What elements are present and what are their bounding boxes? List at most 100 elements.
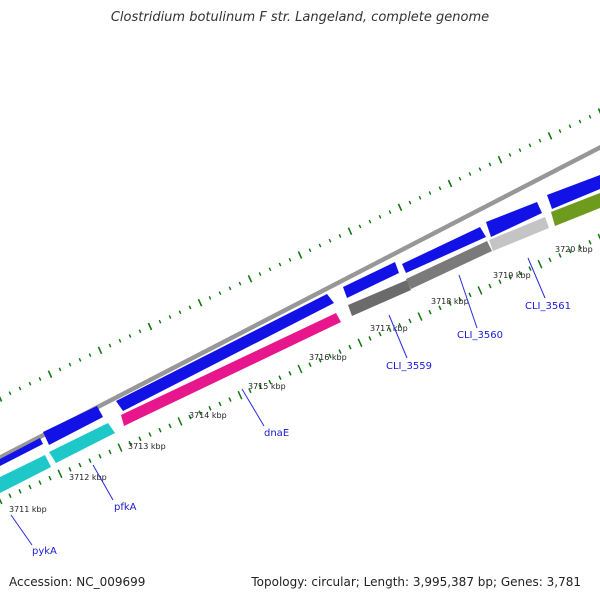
outer-tick [397,203,403,212]
outer-tick [18,386,22,391]
gene-label-pfkA[interactable]: pfkA [114,502,137,513]
inner-tick [98,454,102,459]
inner-tick [388,327,392,333]
feature-outer-7[interactable] [547,175,600,209]
leader-pykA [10,514,33,546]
feature-next-green[interactable] [551,193,600,226]
gene-label-dnaE[interactable]: dnaE [264,428,289,439]
inner-tick [208,405,212,411]
kbp-label: 3713 kbp [128,442,166,451]
outer-tick [538,138,542,143]
outer-tick [547,132,553,140]
outer-tick [468,172,472,176]
inner-tick [28,484,32,490]
inner-scale-ticks [0,233,600,505]
outer-tick [558,129,562,133]
inner-feature-track [0,193,600,493]
inner-tick [88,458,92,464]
outer-tick [138,329,142,334]
outer-tick [347,227,353,235]
inner-tick [378,331,382,337]
inner-tick [228,397,232,402]
feature-outer-1[interactable] [0,438,43,466]
outer-tick [178,310,182,315]
outer-tick [358,224,362,229]
outer-tick [78,357,82,362]
kbp-label: 3716 kbp [309,353,347,362]
feature-dnaE[interactable] [121,313,341,426]
outer-tick [268,267,272,272]
leader-CLI_3560 [458,274,478,329]
feature-CLI_3559[interactable] [348,280,411,316]
kbp-label: 3719 kbp [493,271,531,280]
inner-tick [268,379,272,385]
outer-tick [578,119,582,124]
feature-CLI_3561[interactable] [489,217,549,251]
inner-tick [558,253,562,258]
feature-outer-3[interactable] [116,294,334,411]
inner-tick [258,384,262,389]
inner-tick [117,443,123,452]
inner-tick [448,301,452,306]
inner-tick [218,401,222,407]
outer-tick [288,257,292,262]
outer-tick [508,153,512,157]
kbp-label: 3718 kbp [431,297,469,306]
gene-label-pykA[interactable]: pykA [32,546,57,557]
genome-backbone [0,145,600,460]
accession-text: Accession: NC_009699 [9,575,146,589]
inner-tick [528,266,532,271]
inner-tick [308,362,312,367]
outer-tick [28,381,32,386]
kbp-label: 3712 kbp [69,473,107,482]
feature-CLI_3560[interactable] [406,241,492,289]
feature-outer-6[interactable] [486,202,542,237]
outer-tick [97,346,103,355]
inner-tick [318,357,322,363]
inner-tick [128,440,132,446]
outer-tick [478,167,482,172]
kbp-label: 3715 kbp [248,382,286,391]
feature-pfkA[interactable] [49,423,115,463]
feature-pykA[interactable] [0,455,51,493]
feature-outer-5[interactable] [402,227,486,273]
gene-label-CLI_3559[interactable]: CLI_3559 [386,361,432,372]
inner-tick [438,305,442,311]
kbp-label: 3717 kbp [370,324,408,333]
outer-tick [408,200,412,205]
outer-tick [208,296,212,300]
inner-tick [588,240,592,245]
feature-outer-4[interactable] [343,262,399,298]
outer-tick [218,291,222,296]
inner-tick [417,312,423,321]
inner-tick [537,259,543,269]
inner-tick [338,349,342,354]
outer-tick [497,155,503,164]
inner-tick [408,318,412,324]
outer-tick [388,210,392,214]
inner-tick [508,274,512,280]
kbp-label: 3720 kbp [555,245,593,254]
genome-summary-text: Topology: circular; Length: 3,995,387 bp… [251,575,581,589]
outer-tick [297,251,303,259]
inner-tick [578,244,582,250]
inner-tick [168,423,172,429]
outer-tick [597,108,600,114]
inner-tick [398,323,402,328]
outer-tick [528,143,532,148]
feature-outer-2[interactable] [43,406,103,445]
outer-tick [438,186,442,191]
inner-tick [348,344,352,350]
outer-tick [368,219,372,224]
inner-tick [57,469,63,479]
gene-label-CLI_3561[interactable]: CLI_3561 [525,301,571,312]
kbp-label: 3714 kbp [189,411,227,420]
inner-tick [488,283,492,289]
outer-tick [518,148,522,153]
outer-tick [278,262,282,267]
leader-CLI_3559 [388,314,408,359]
outer-tick [108,343,112,348]
gene-label-leaders [10,257,546,546]
gene-label-CLI_3560[interactable]: CLI_3560 [457,330,503,341]
